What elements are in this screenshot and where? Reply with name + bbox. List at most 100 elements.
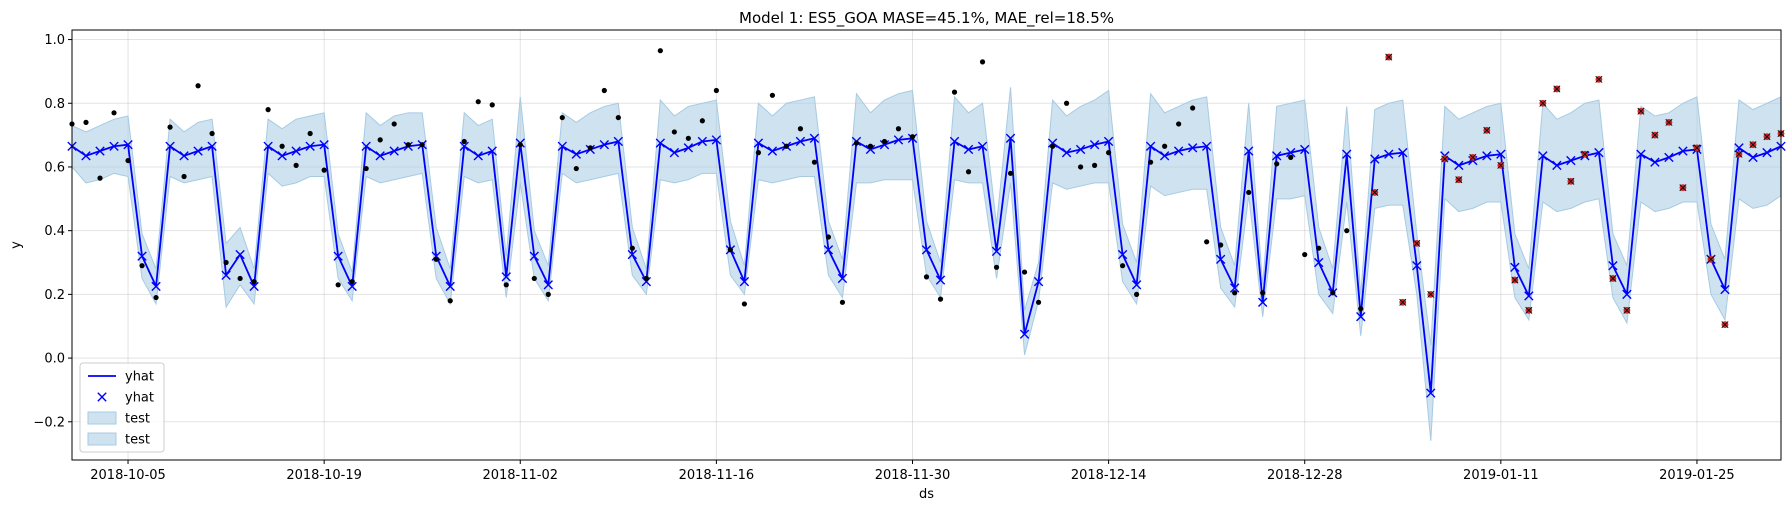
observed-point (307, 130, 313, 137)
observed-point (1302, 251, 1308, 258)
x-tick-label: 2018-10-19 (286, 468, 362, 483)
observed-point (531, 275, 537, 282)
yhat-marker (1159, 151, 1170, 161)
yhat-marker (627, 249, 638, 260)
yhat-marker (1286, 147, 1296, 158)
x-tick-label: 2018-11-16 (679, 468, 755, 483)
yhat-marker (753, 138, 764, 148)
observed-point (811, 159, 818, 165)
observed-points (69, 48, 1364, 312)
yhat-marker (319, 139, 329, 150)
observed-point (727, 247, 733, 253)
observed-point (671, 129, 677, 135)
observed-point (1260, 290, 1266, 296)
y-tick-label: 0.0 (44, 352, 65, 367)
yhat-marker (473, 151, 483, 161)
observed-point (1049, 143, 1056, 149)
observed-point (685, 135, 691, 141)
observed-point (293, 162, 299, 168)
yhat-marker (1762, 147, 1772, 158)
observed-point (1204, 239, 1210, 245)
yhat-marker (249, 281, 259, 292)
yhat-marker (1342, 149, 1352, 159)
yhat-marker (389, 146, 399, 156)
yhat-marker (529, 251, 539, 261)
yhat-marker (1229, 283, 1240, 293)
yhat-marker (459, 141, 469, 151)
band-area (71, 87, 1782, 441)
yhat-marker (963, 144, 974, 155)
yhat-marker (95, 146, 105, 156)
observed-point (237, 275, 243, 282)
observed-point (839, 299, 846, 305)
yhat-marker (1187, 143, 1198, 153)
yhat-marker (1201, 141, 1212, 151)
test-point-cross (1721, 321, 1729, 329)
yhat-marker (333, 251, 343, 261)
yhat-marker (1538, 151, 1548, 161)
test-point-cross (1665, 118, 1673, 126)
observed-point (181, 173, 187, 180)
test-point-cross (1497, 161, 1505, 169)
yhat-marker (291, 146, 301, 156)
x-tick-label: 2018-11-30 (875, 468, 951, 483)
test-point-cross (1623, 306, 1631, 314)
yhat-marker (879, 139, 890, 150)
yhat-marker (921, 245, 932, 255)
yhat-marker (1636, 149, 1646, 159)
observed-point (1176, 121, 1182, 127)
legend-band-swatch (87, 432, 117, 446)
test-point-cross (1679, 184, 1687, 192)
yhat-marker (1482, 151, 1492, 161)
yhat-marker (1061, 147, 1072, 158)
observed-point (1218, 242, 1224, 248)
test-point-cross (1427, 290, 1435, 298)
yhat-marker (991, 246, 1002, 257)
yhat-marker (935, 275, 946, 285)
observed-point (755, 150, 762, 156)
test-point-cross (1651, 131, 1659, 139)
test-point-cross (1371, 188, 1379, 196)
observed-point (993, 264, 1000, 270)
test-point-cross (1637, 107, 1645, 115)
y-tick-label: 0.6 (44, 160, 65, 175)
yhat-marker (823, 245, 834, 255)
observed-point (83, 119, 89, 125)
legend-box (79, 362, 165, 453)
observed-point (713, 87, 719, 94)
yhat-marker (893, 135, 904, 145)
observed-point (475, 99, 481, 105)
observed-point (461, 138, 467, 145)
yhat-marker (1552, 160, 1562, 171)
yhat-marker (501, 272, 511, 282)
observed-point (419, 142, 425, 148)
test-point-cross (1539, 99, 1547, 107)
test-point-cross (1595, 75, 1603, 83)
yhat-marker (165, 141, 175, 151)
yhat-marker (277, 151, 287, 161)
observed-point (951, 89, 958, 95)
yhat-marker (543, 280, 553, 290)
yhat-marker (809, 133, 820, 143)
observed-point (979, 59, 986, 65)
observed-point (251, 279, 257, 285)
observed-point (265, 107, 271, 113)
test-points (1371, 53, 1785, 329)
observed-point (209, 130, 215, 137)
test-point-cross (1749, 141, 1757, 149)
observed-point (965, 169, 972, 175)
yhat-marker (1033, 276, 1044, 287)
test-point-cross (1763, 133, 1771, 141)
yhat-marker (1103, 136, 1114, 147)
observed-point (111, 110, 117, 116)
yhat-marker (949, 136, 960, 147)
yhat-marker (1622, 289, 1632, 300)
yhat-marker (1314, 257, 1324, 268)
y-axis-label: y (9, 241, 24, 249)
test-point-cross (1567, 177, 1575, 185)
yhat-marker (1300, 144, 1310, 155)
observed-point (363, 165, 369, 172)
yhat-marker (739, 276, 750, 287)
yhat-marker (599, 139, 610, 150)
x-axis-label: ds (919, 487, 934, 502)
